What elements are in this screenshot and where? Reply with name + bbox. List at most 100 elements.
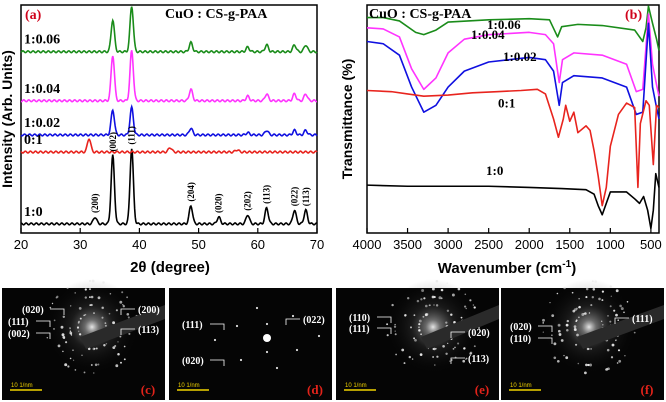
saed-spot xyxy=(104,322,107,324)
peak-label: (022) xyxy=(290,187,300,207)
saed-spot xyxy=(452,348,455,350)
saed-spot xyxy=(122,305,125,308)
series-label: 1:0.06 xyxy=(24,33,60,48)
saed-spot xyxy=(414,338,417,342)
saed-spot xyxy=(590,348,592,350)
saed-spot xyxy=(571,291,574,294)
saed-badge: (f) xyxy=(641,382,654,397)
saed-spot xyxy=(74,369,77,371)
saed-spot xyxy=(586,347,590,351)
saed-spot xyxy=(617,349,621,352)
saed-spot xyxy=(556,292,559,295)
saed-spot xyxy=(460,317,463,319)
saed-panels: (020)(111)(002)(200)(113)10 1/nm (c) (111)… xyxy=(2,279,664,400)
saed-spot xyxy=(394,330,396,332)
saed-panel-c: (020)(111)(002) (200) (113) 10 1/nm (c) xyxy=(2,279,165,400)
saed-spot xyxy=(420,298,423,301)
saed-index-label: (020) xyxy=(182,356,204,367)
series-label: 1:0.06 xyxy=(487,17,521,32)
peak-label: (002) xyxy=(108,132,118,152)
saed-spot xyxy=(123,358,126,361)
saed-spot xyxy=(103,343,106,347)
series-label: 1:0.04 xyxy=(24,82,60,97)
saed-spot xyxy=(102,281,105,284)
saed-spot xyxy=(615,289,619,293)
saed-spot xyxy=(589,363,593,367)
saed-spot xyxy=(62,315,65,318)
saed-spot xyxy=(115,364,119,368)
saed-spot xyxy=(433,347,436,351)
x-tick-label: 30 xyxy=(73,237,87,252)
saed-spot xyxy=(613,309,616,312)
saed-badge: (d) xyxy=(307,382,323,397)
saed-spot xyxy=(472,304,475,306)
saed-spot xyxy=(574,327,576,329)
saed-spot xyxy=(431,295,435,299)
saed-spot xyxy=(91,279,95,283)
saed-spot xyxy=(49,306,52,309)
saed-spot xyxy=(446,282,448,284)
saed-spot xyxy=(123,345,126,348)
saed-index-label: (022) xyxy=(303,315,325,326)
saed-index-label: (002) xyxy=(8,329,30,340)
saed-spot xyxy=(590,304,593,307)
series-label: 1:0.02 xyxy=(24,116,60,131)
saed-spot xyxy=(81,354,83,356)
saed-spot xyxy=(416,299,420,303)
saed-leader-line xyxy=(120,308,135,315)
series-label: 1:0 xyxy=(486,163,503,178)
panel-a-frame xyxy=(20,4,318,234)
saed-spot xyxy=(478,327,480,329)
saed-spot xyxy=(464,293,467,296)
saed-spot xyxy=(433,304,435,306)
saed-spot xyxy=(64,363,68,367)
scale-bar-label: 10 1/nm xyxy=(345,383,367,389)
saed-spot xyxy=(121,291,124,294)
saed-spot xyxy=(473,345,476,348)
saed-spot xyxy=(587,363,590,367)
saed-spot xyxy=(97,296,101,300)
panel-b-series xyxy=(366,5,660,230)
saed-spot xyxy=(70,305,72,307)
series-label: 1:0.04 xyxy=(471,27,505,42)
saed-spot xyxy=(51,302,54,305)
saed-spot xyxy=(462,359,466,363)
peak-label: (200) xyxy=(90,194,100,214)
saed-spot xyxy=(574,328,577,331)
saed-spot xyxy=(601,290,605,293)
series-label: 1:0 xyxy=(24,205,43,220)
saed-spot xyxy=(578,316,580,319)
saed-spot xyxy=(78,307,82,310)
saed-spot xyxy=(620,307,624,311)
saed-spot xyxy=(445,352,448,356)
panel-a-series xyxy=(20,6,318,226)
saed-spot xyxy=(442,344,445,348)
panel-a-xlabel: 2θ (degree) xyxy=(130,259,210,276)
saed-spot xyxy=(70,334,73,336)
saed-spot xyxy=(88,288,92,291)
saed-spot xyxy=(112,346,116,350)
ftir-series-1-0 xyxy=(366,172,660,230)
ftir-series-0-1 xyxy=(366,88,660,207)
saed-spot xyxy=(115,309,118,312)
saed-spot xyxy=(69,327,71,330)
saed-spot xyxy=(446,309,450,312)
saed-spot xyxy=(386,323,389,326)
peak-label: (202) xyxy=(243,191,253,211)
saed-spot xyxy=(435,279,439,283)
panel-b-legend: 1:0.061:0.04 1:0.02 0:1 1:0 xyxy=(471,17,537,178)
saed-spot xyxy=(609,285,612,288)
saed-spot xyxy=(451,293,455,297)
saed-spot xyxy=(469,299,472,302)
saed-spot xyxy=(69,331,73,335)
saed-spot xyxy=(105,342,108,345)
beam-stopper xyxy=(80,305,165,349)
saed-spot xyxy=(551,314,555,317)
saed-spot xyxy=(57,344,61,348)
saed-spot xyxy=(95,347,98,350)
saed-index-label: (111) xyxy=(632,314,653,325)
saed-spot xyxy=(108,312,111,315)
saed-spot xyxy=(609,305,612,308)
saed-leader-line xyxy=(285,318,300,325)
saed-spot xyxy=(425,313,428,316)
